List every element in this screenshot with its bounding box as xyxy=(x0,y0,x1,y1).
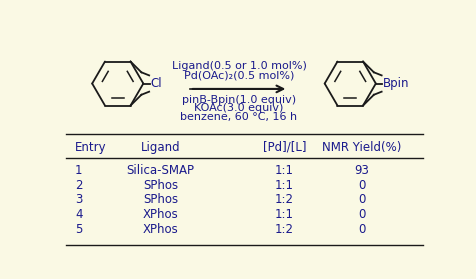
Text: 1:1: 1:1 xyxy=(274,164,293,177)
Text: KOAc(3.0 equiv): KOAc(3.0 equiv) xyxy=(194,103,283,113)
Text: 0: 0 xyxy=(357,193,365,206)
Text: pinB-Bpin(1.0 equiv): pinB-Bpin(1.0 equiv) xyxy=(181,95,296,105)
Text: 93: 93 xyxy=(354,164,368,177)
Text: [Pd]/[L]: [Pd]/[L] xyxy=(262,141,306,154)
Text: 0: 0 xyxy=(357,223,365,235)
Text: XPhos: XPhos xyxy=(142,208,178,221)
Text: 0: 0 xyxy=(357,208,365,221)
Text: 1:1: 1:1 xyxy=(274,179,293,192)
Text: benzene, 60 °C, 16 h: benzene, 60 °C, 16 h xyxy=(180,112,297,122)
Text: 0: 0 xyxy=(357,179,365,192)
Text: 4: 4 xyxy=(75,208,82,221)
Text: 1: 1 xyxy=(75,164,82,177)
Text: 5: 5 xyxy=(75,223,82,235)
Text: Silica-SMAP: Silica-SMAP xyxy=(126,164,194,177)
Text: NMR Yield(%): NMR Yield(%) xyxy=(321,141,401,154)
Text: XPhos: XPhos xyxy=(142,223,178,235)
Text: SPhos: SPhos xyxy=(142,179,178,192)
Text: SPhos: SPhos xyxy=(142,193,178,206)
Text: 1:2: 1:2 xyxy=(274,193,293,206)
Text: 1:1: 1:1 xyxy=(274,208,293,221)
Text: 2: 2 xyxy=(75,179,82,192)
Text: Entry: Entry xyxy=(75,141,107,154)
Text: Cl: Cl xyxy=(150,77,161,90)
Text: Ligand: Ligand xyxy=(140,141,180,154)
Text: 1:2: 1:2 xyxy=(274,223,293,235)
Text: 3: 3 xyxy=(75,193,82,206)
Text: Ligand(0.5 or 1.0 mol%): Ligand(0.5 or 1.0 mol%) xyxy=(171,61,306,71)
Text: Pd(OAc)₂(0.5 mol%): Pd(OAc)₂(0.5 mol%) xyxy=(183,71,294,81)
Text: Bpin: Bpin xyxy=(382,77,408,90)
